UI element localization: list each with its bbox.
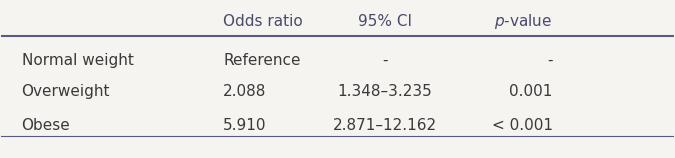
Text: 0.001: 0.001	[509, 84, 553, 99]
Text: Odds ratio: Odds ratio	[223, 14, 303, 29]
Text: < 0.001: < 0.001	[491, 118, 553, 133]
Text: $p$-value: $p$-value	[495, 12, 553, 31]
Text: 5.910: 5.910	[223, 118, 267, 133]
Text: -: -	[382, 53, 387, 68]
Text: 2.871–12.162: 2.871–12.162	[333, 118, 437, 133]
Text: 2.088: 2.088	[223, 84, 267, 99]
Text: Normal weight: Normal weight	[22, 53, 134, 68]
Text: -: -	[547, 53, 553, 68]
Text: Obese: Obese	[22, 118, 70, 133]
Text: 1.348–3.235: 1.348–3.235	[338, 84, 432, 99]
Text: Reference: Reference	[223, 53, 301, 68]
Text: 95% CI: 95% CI	[358, 14, 412, 29]
Text: Overweight: Overweight	[22, 84, 110, 99]
